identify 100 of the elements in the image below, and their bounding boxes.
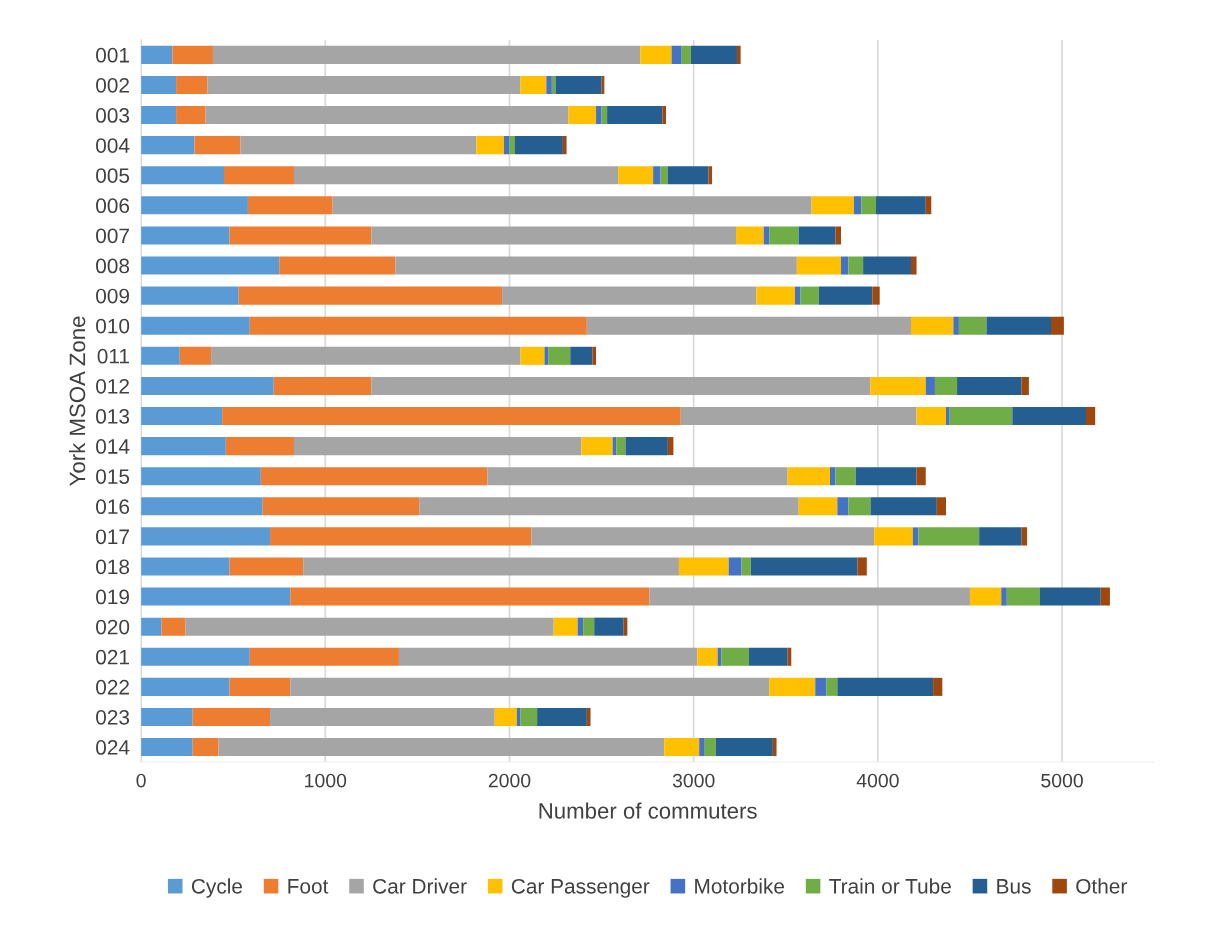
- bar: [332, 196, 812, 215]
- bar: [681, 45, 691, 64]
- bar: [741, 557, 751, 576]
- bar: [222, 406, 681, 426]
- y-tick-label: 002: [96, 77, 129, 93]
- bar: [509, 136, 516, 155]
- bar: [141, 647, 250, 666]
- legend-label: Motorbike: [695, 878, 785, 894]
- bar: [750, 557, 858, 576]
- legend-label: Train or Tube: [829, 878, 951, 894]
- y-tick-label: 004: [96, 138, 130, 153]
- bar: [179, 346, 212, 365]
- bar: [800, 286, 819, 305]
- bar: [562, 136, 567, 155]
- bar: [649, 587, 970, 606]
- bar: [141, 707, 193, 726]
- bar: [502, 286, 757, 305]
- bar: [218, 738, 665, 757]
- bar: [1039, 587, 1101, 606]
- bar: [958, 316, 987, 335]
- bar: [262, 497, 420, 516]
- y-tick-label: 007: [96, 228, 129, 244]
- bar: [769, 677, 816, 696]
- x-tick-label: 1000: [305, 773, 347, 788]
- bar: [141, 196, 248, 215]
- bar: [596, 106, 602, 125]
- bar: [837, 677, 934, 696]
- bar: [520, 707, 538, 726]
- y-tick-label: 023: [96, 709, 130, 725]
- legend-label: Car Passenger: [511, 878, 650, 898]
- bar: [192, 707, 271, 726]
- bar: [141, 557, 230, 576]
- bar: [141, 136, 195, 155]
- bar: [548, 346, 571, 365]
- bar: [223, 166, 294, 185]
- bar: [721, 647, 749, 666]
- bar: [796, 256, 842, 275]
- bar: [918, 527, 980, 546]
- bar: [371, 226, 737, 245]
- bar: [398, 647, 698, 666]
- bar: [798, 497, 838, 516]
- y-tick-label: 013: [96, 409, 130, 424]
- bar: [1006, 587, 1040, 606]
- bar: [925, 376, 935, 395]
- bar: [141, 166, 224, 185]
- bar: [1100, 587, 1110, 606]
- bar: [141, 376, 274, 395]
- bar: [293, 437, 582, 456]
- y-tick-label: 005: [96, 168, 130, 183]
- bar: [640, 45, 672, 64]
- bar: [957, 376, 1022, 395]
- bar: [625, 437, 668, 456]
- bar: [949, 406, 1013, 426]
- bar: [531, 527, 875, 546]
- y-tick-label: 010: [96, 318, 130, 334]
- y-tick-label: 014: [96, 439, 130, 454]
- bar: [520, 346, 545, 365]
- bar: [653, 166, 661, 185]
- bar: [979, 527, 1022, 546]
- bar: [273, 376, 372, 395]
- bar: [205, 106, 569, 125]
- y-tick-label: 019: [96, 589, 130, 605]
- bar: [667, 437, 674, 456]
- bar: [699, 738, 705, 757]
- bar: [925, 196, 932, 215]
- y-axis-title: York MSOA Zone: [68, 316, 86, 486]
- bar: [671, 45, 682, 64]
- y-tick-label: 024: [96, 740, 130, 755]
- bar: [837, 497, 849, 516]
- bar: [185, 617, 554, 636]
- bar: [516, 707, 521, 726]
- y-tick-label: 017: [96, 529, 129, 545]
- bar: [487, 467, 788, 486]
- bar: [290, 587, 650, 606]
- bar: [986, 316, 1051, 335]
- bar: [172, 45, 213, 64]
- bar: [874, 527, 913, 546]
- bar: [715, 738, 773, 757]
- bar: [238, 286, 503, 305]
- legend-label: Foot: [288, 879, 329, 894]
- bar: [229, 226, 372, 245]
- y-tick-label: 021: [96, 649, 129, 665]
- bar: [141, 527, 271, 546]
- y-tick-label: 016: [96, 499, 130, 515]
- bar: [835, 467, 856, 486]
- legend-label: Cycle: [191, 878, 243, 898]
- bar: [667, 166, 709, 185]
- bar: [662, 106, 667, 125]
- bar: [811, 196, 854, 215]
- bar: [279, 256, 396, 275]
- bar: [863, 256, 912, 275]
- bar: [848, 497, 871, 516]
- bar: [1021, 376, 1029, 395]
- bar: [141, 617, 162, 636]
- bar: [690, 45, 737, 64]
- y-tick-label: 001: [96, 47, 129, 63]
- bar: [857, 557, 867, 576]
- bar: [229, 677, 291, 696]
- bar: [141, 467, 261, 486]
- bar: [618, 166, 654, 185]
